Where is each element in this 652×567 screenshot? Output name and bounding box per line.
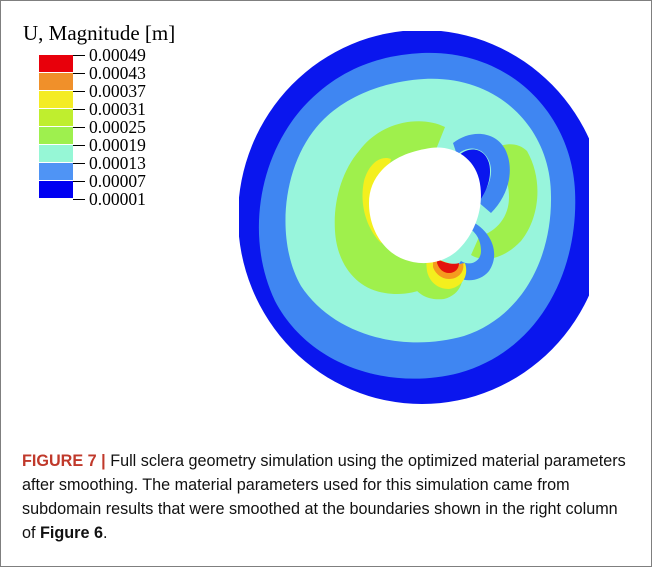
caption-text: Full sclera geometry simulation using th… bbox=[22, 452, 626, 542]
legend-label: 0.00019 bbox=[89, 135, 146, 155]
figure-reference: Figure 6 bbox=[40, 524, 103, 542]
figure-caption: FIGURE 7 | Full sclera geometry simulati… bbox=[22, 449, 634, 545]
legend-tick bbox=[73, 145, 85, 146]
legend-label: 0.00007 bbox=[89, 171, 146, 191]
legend-swatch bbox=[39, 181, 73, 198]
blue-lobe-top bbox=[453, 133, 510, 213]
legend-title: U, Magnitude [m] bbox=[23, 21, 176, 45]
legend-swatch bbox=[39, 163, 73, 180]
legend-label: 0.00025 bbox=[89, 117, 146, 137]
legend-tick bbox=[73, 199, 85, 200]
legend-label: 0.00001 bbox=[89, 189, 146, 209]
figure-image: U, Magnitude [m] 0.00049 0.00043 0.00037 0.… bbox=[1, 1, 651, 421]
legend-tick bbox=[73, 127, 85, 128]
legend-swatch bbox=[39, 73, 73, 90]
legend-tick bbox=[73, 163, 85, 164]
legend-label: 0.00031 bbox=[89, 99, 146, 119]
legend-label: 0.00043 bbox=[89, 63, 146, 83]
legend-tick bbox=[73, 91, 85, 92]
legend-swatch bbox=[39, 55, 73, 72]
legend-tick bbox=[73, 109, 85, 110]
green-region-right bbox=[471, 144, 538, 259]
optic-nerve-hole bbox=[369, 147, 481, 264]
caption-end: . bbox=[102, 524, 108, 542]
legend-tick bbox=[73, 73, 85, 74]
legend-label: 0.00013 bbox=[89, 153, 146, 173]
legend-swatch bbox=[39, 145, 73, 162]
legend-swatch bbox=[39, 91, 73, 108]
legend-tick bbox=[73, 181, 85, 182]
figure-label: FIGURE 7 | bbox=[22, 452, 111, 470]
legend-tick bbox=[73, 55, 85, 56]
red-region bbox=[437, 259, 459, 273]
legend-label: 0.00037 bbox=[89, 81, 146, 101]
legend-swatch bbox=[39, 127, 73, 144]
legend-swatch bbox=[39, 109, 73, 126]
sclera-displacement-contour-plot bbox=[239, 31, 589, 404]
green-region-left bbox=[334, 121, 449, 295]
dark-lobe-top bbox=[457, 149, 491, 211]
legend-label: 0.00049 bbox=[89, 45, 146, 65]
